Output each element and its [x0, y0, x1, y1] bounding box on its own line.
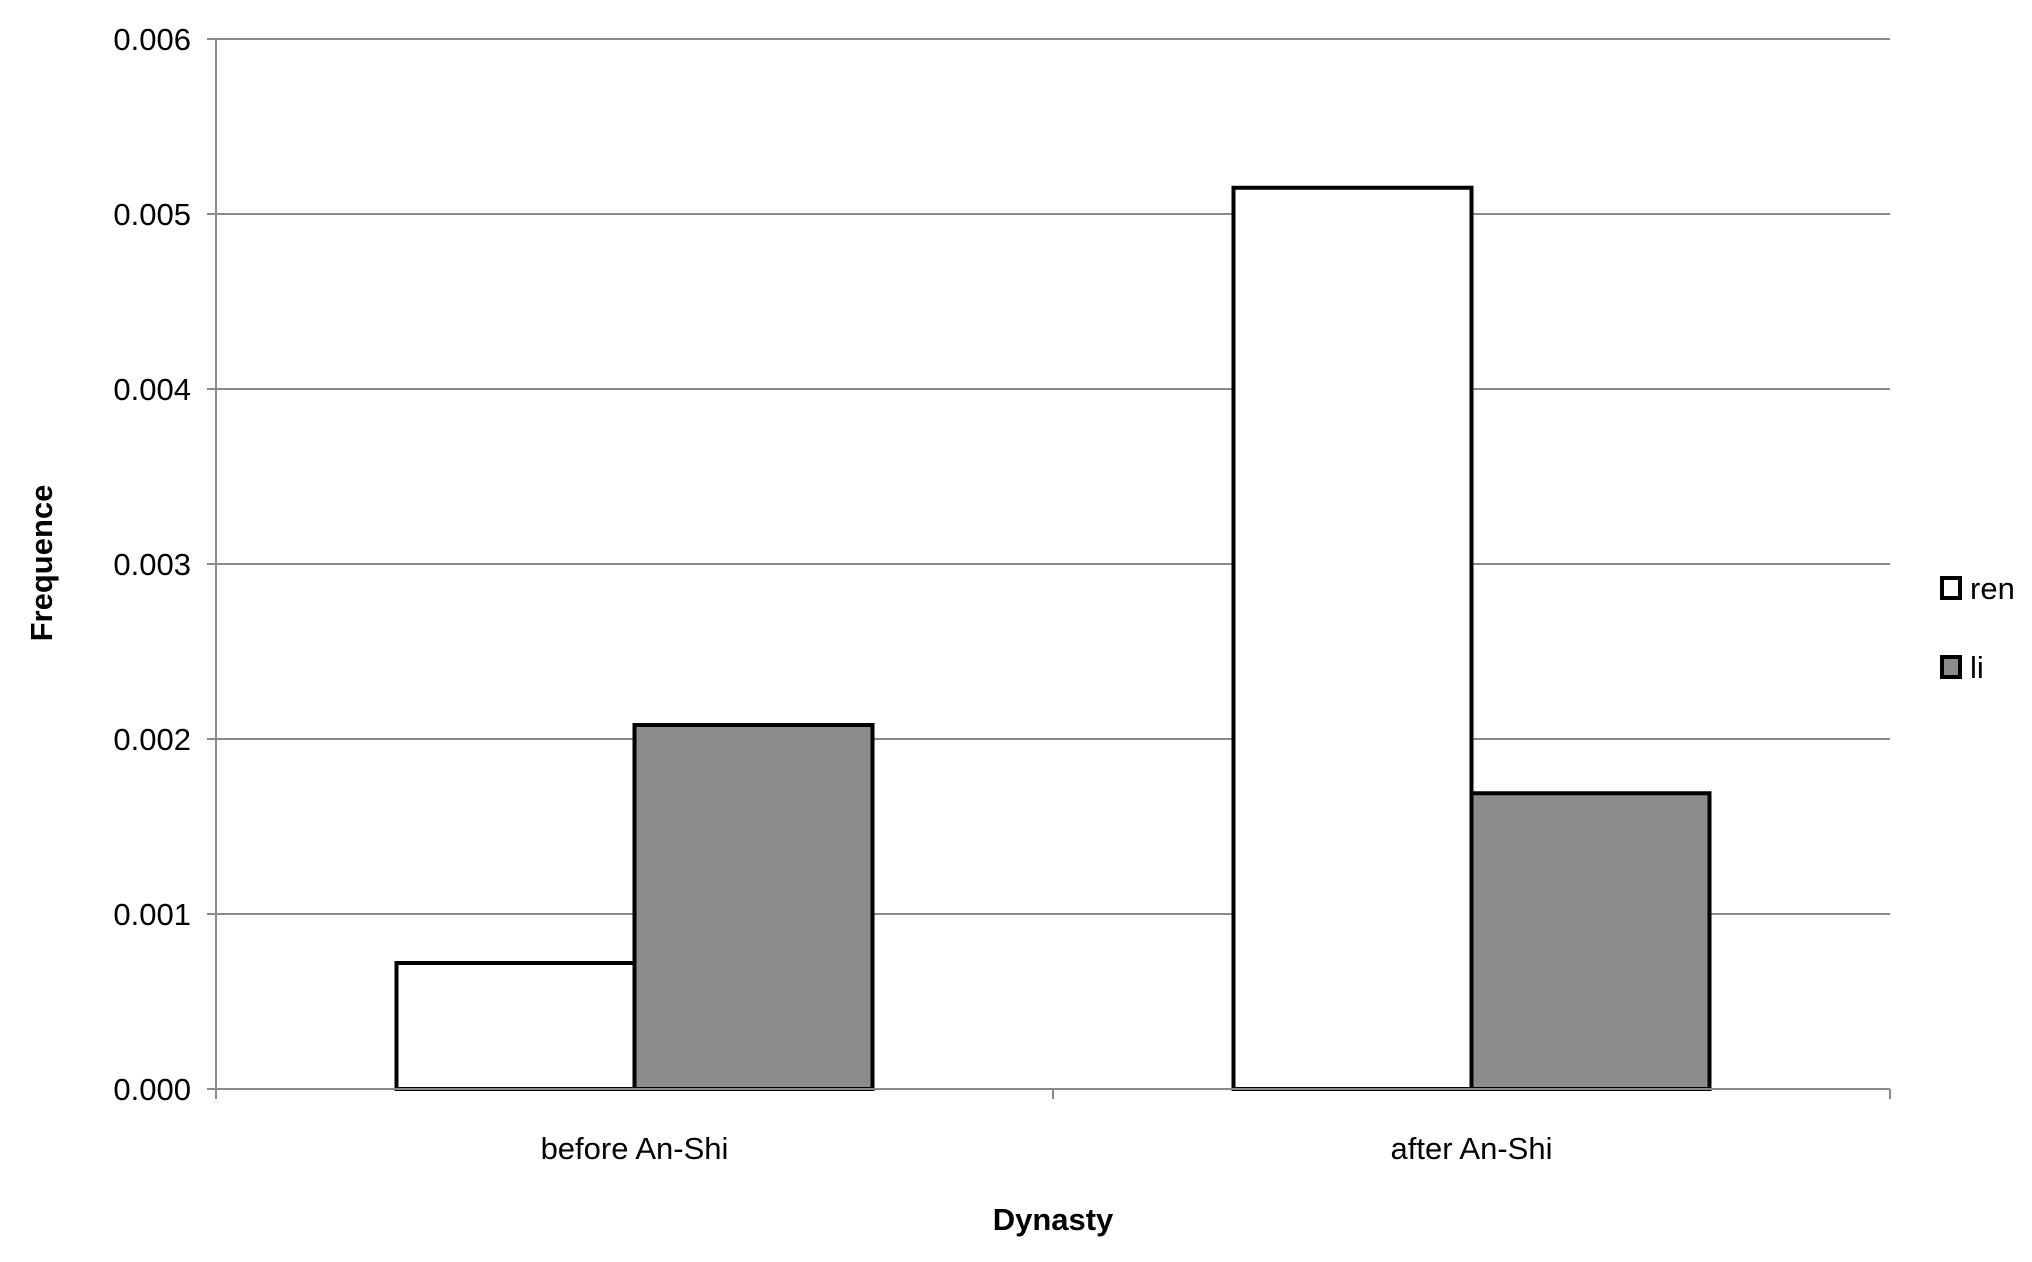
y-axis-title: Frequence — [24, 485, 59, 642]
bars — [394, 185, 1712, 1091]
axes — [207, 38, 1891, 1099]
y-tick-label: 0.001 — [113, 897, 191, 932]
y-tick-labels: 0.000 0.001 0.002 0.003 0.004 0.005 0.006 — [113, 22, 191, 1107]
y-tick-label: 0.006 — [113, 22, 191, 57]
x-axis-title: Dynasty — [993, 1202, 1114, 1237]
bar-li — [632, 723, 875, 1091]
x-category-labels: before An-Shi after An-Shi — [541, 1131, 1553, 1166]
legend-swatch-li — [1940, 655, 1962, 679]
x-category-label: after An-Shi — [1391, 1131, 1553, 1166]
legend-swatch-ren — [1940, 576, 1962, 600]
gridlines — [216, 38, 1890, 915]
y-tick-label: 0.004 — [113, 372, 191, 407]
bar-li — [1469, 791, 1712, 1091]
y-tick-label: 0.002 — [113, 722, 191, 757]
y-tick-label: 0.000 — [113, 1072, 191, 1107]
bar-ren — [1231, 185, 1474, 1091]
y-tick-label: 0.005 — [113, 197, 191, 232]
legend-label-li: li — [1970, 650, 1984, 685]
x-category-label: before An-Shi — [541, 1131, 729, 1166]
legend: ren li — [1940, 571, 2015, 685]
y-tick-label: 0.003 — [113, 547, 191, 582]
legend-label-ren: ren — [1970, 571, 2015, 606]
bar-ren — [394, 961, 637, 1091]
